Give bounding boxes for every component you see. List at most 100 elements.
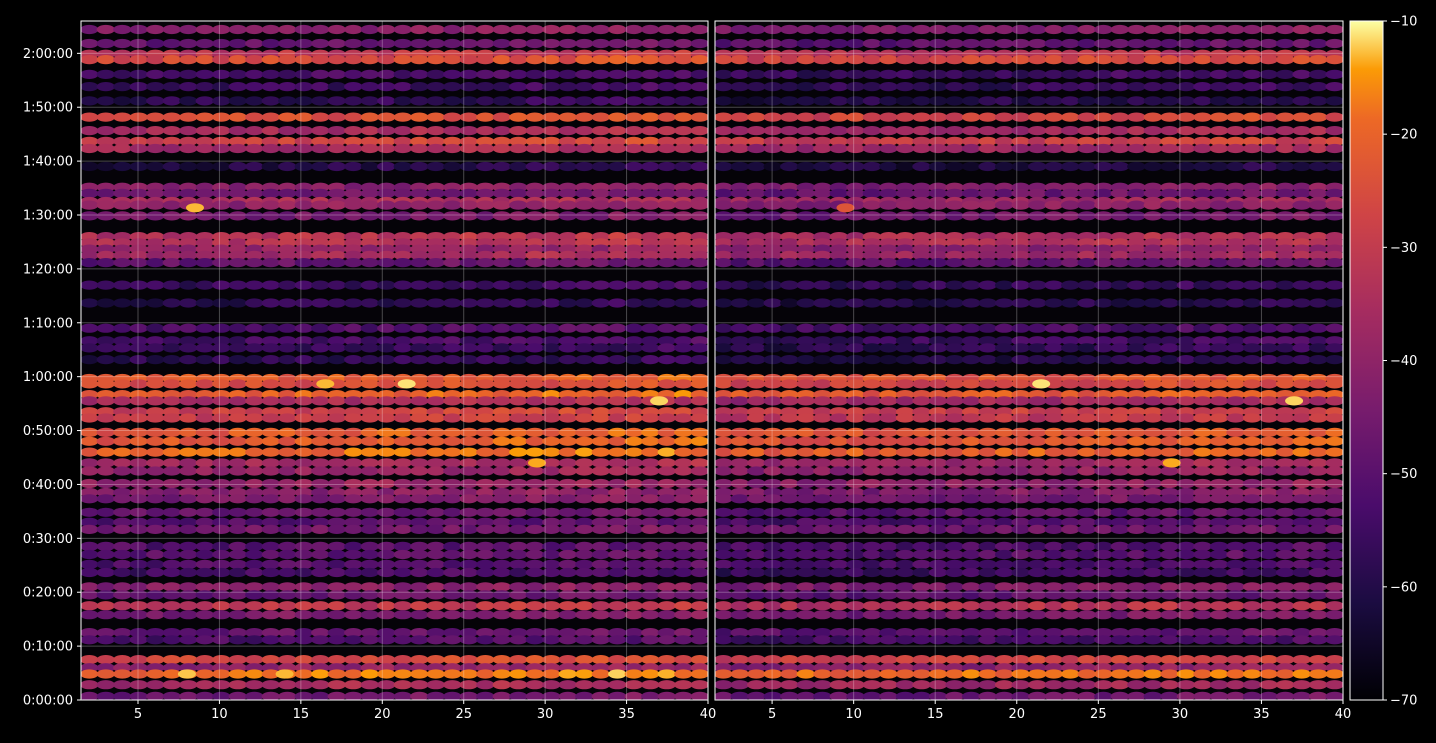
heatmap-cell: [1308, 96, 1328, 106]
heatmap-cell: [928, 413, 948, 423]
heatmap-cell: [813, 355, 832, 365]
heatmap-cell: [1011, 96, 1030, 106]
heatmap-cell: [715, 323, 733, 333]
heatmap-cell: [1209, 680, 1229, 690]
heatmap-cell: [1077, 250, 1097, 260]
heatmap-cell: [674, 663, 693, 673]
heatmap-cell: [1127, 355, 1146, 365]
heatmap-cell: [879, 38, 898, 49]
heatmap-cell: [278, 250, 297, 260]
heatmap-cell: [1193, 669, 1212, 679]
heatmap-cell: [862, 524, 882, 535]
heatmap-cell: [228, 559, 247, 570]
heatmap-cell: [1110, 549, 1130, 560]
heatmap-cell: [1127, 541, 1146, 552]
heatmap-cell: [278, 655, 297, 665]
heatmap-cell: [641, 323, 660, 333]
heatmap-cell: [195, 161, 214, 172]
heatmap-hotspot: [528, 458, 546, 468]
heatmap-cell: [327, 494, 346, 504]
heatmap-cell: [657, 69, 676, 79]
heatmap-cell: [1242, 494, 1262, 504]
heatmap-cell: [608, 655, 627, 665]
heatmap-cell: [146, 610, 165, 620]
heatmap-cell: [294, 238, 313, 248]
heatmap-cell: [476, 355, 495, 365]
heatmap-cell: [426, 487, 445, 498]
heatmap-cell: [228, 136, 247, 146]
heatmap-cell: [1094, 466, 1113, 476]
heatmap-cell: [895, 188, 915, 198]
heatmap-cell: [146, 413, 165, 423]
heatmap-cell: [690, 669, 708, 679]
heatmap-hotspot: [177, 669, 196, 679]
heatmap-cell: [895, 590, 915, 600]
heatmap-cell: [879, 407, 898, 417]
heatmap-cell: [195, 258, 214, 268]
heatmap-cell: [492, 680, 511, 690]
heatmap-cell: [492, 567, 511, 578]
heatmap-cell: [492, 610, 511, 620]
heatmap-cell: [195, 250, 214, 260]
heatmap-cell: [294, 396, 313, 406]
heatmap-cell: [558, 188, 577, 198]
heatmap-cell: [780, 655, 799, 665]
heatmap-cell: [1094, 663, 1113, 673]
heatmap-cell: [1061, 655, 1080, 665]
heatmap-cell: [113, 559, 132, 570]
heatmap-cell: [377, 407, 396, 417]
heatmap-cell: [344, 655, 363, 665]
heatmap-cell: [261, 517, 280, 527]
heatmap-cell: [928, 549, 948, 560]
heatmap-cell: [829, 96, 849, 106]
heatmap-cell: [961, 82, 981, 92]
heatmap-cell: [1094, 355, 1113, 365]
heatmap-cell: [895, 427, 915, 437]
heatmap-cell: [393, 494, 412, 504]
heatmap-cell: [624, 280, 643, 290]
heatmap-cell: [426, 559, 445, 570]
heatmap-cell: [1110, 82, 1130, 92]
heatmap-cell: [1292, 323, 1311, 333]
heatmap-cell: [961, 680, 981, 690]
heatmap-cell: [994, 517, 1014, 527]
heatmap-cell: [895, 280, 915, 290]
heatmap-cell: [895, 635, 915, 645]
heatmap-cell: [608, 136, 627, 146]
heatmap-cell: [1275, 24, 1295, 35]
heatmap-cell: [492, 96, 511, 106]
heatmap-cell: [327, 567, 346, 578]
heatmap-cell: [509, 559, 528, 570]
heatmap-cell: [311, 436, 330, 446]
heatmap-cell: [641, 541, 660, 552]
heatmap-cell: [879, 126, 898, 136]
heatmap-cell: [393, 82, 412, 92]
heatmap-cell: [228, 669, 247, 679]
heatmap-cell: [1259, 427, 1278, 437]
heatmap-cell: [179, 466, 198, 476]
heatmap-cell: [344, 188, 363, 198]
heatmap-cell: [443, 136, 462, 146]
heatmap-cell: [895, 396, 915, 406]
heatmap-cell: [862, 436, 882, 446]
heatmap-cell: [311, 466, 330, 476]
heatmap-cell: [1176, 258, 1196, 268]
heatmap-cell: [113, 478, 132, 489]
heatmap-cell: [1028, 211, 1047, 221]
heatmap-cell: [1226, 582, 1245, 592]
heatmap-cell: [1325, 691, 1343, 700]
heatmap-cell: [1110, 567, 1130, 578]
heatmap-cell: [162, 458, 181, 468]
heatmap-cell: [796, 244, 816, 254]
heatmap-cell: [1242, 69, 1262, 79]
heatmap-cell: [591, 82, 610, 92]
heatmap-cell: [476, 427, 495, 437]
heatmap-cell: [558, 336, 577, 346]
heatmap-cell: [1292, 258, 1311, 268]
heatmap-cell: [1143, 691, 1163, 700]
heatmap-cell: [1325, 298, 1343, 308]
heatmap-cell: [492, 427, 511, 437]
heatmap-cell: [624, 517, 643, 527]
heatmap-cell: [813, 38, 832, 49]
heatmap-cell: [410, 507, 429, 517]
